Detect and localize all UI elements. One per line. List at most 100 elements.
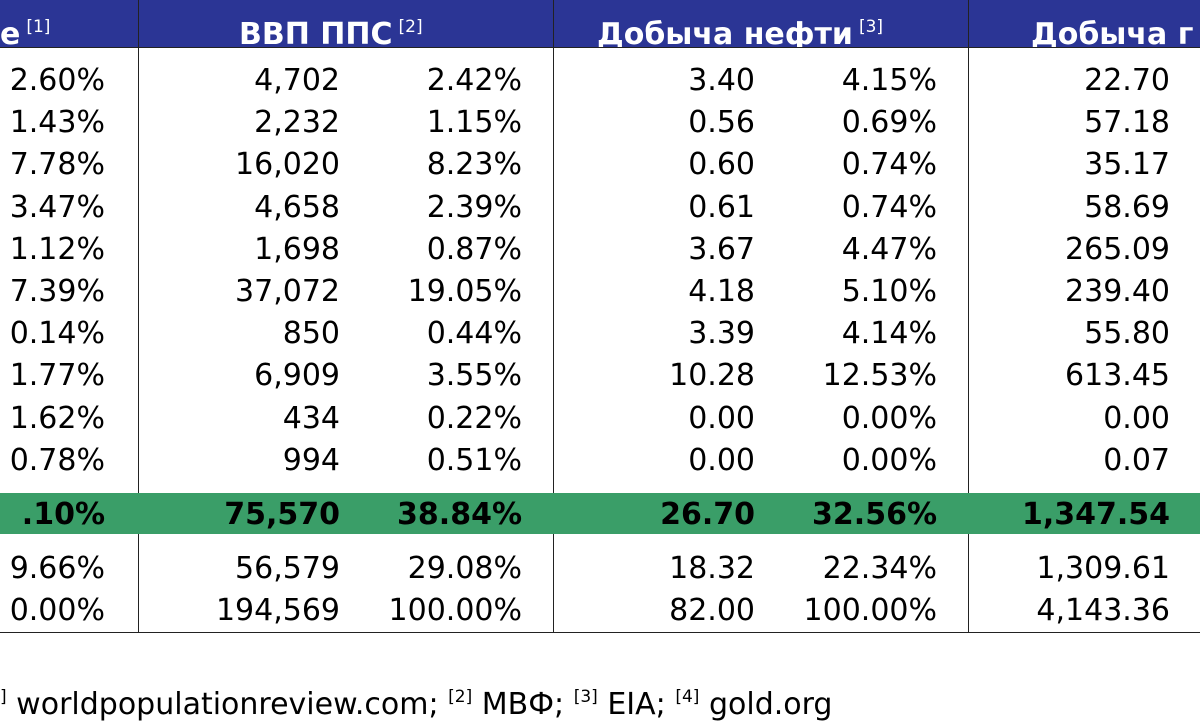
cell-oil-share: 4.47% <box>841 231 937 267</box>
cell-oil-value: 82.00 <box>669 593 755 628</box>
column-divider <box>553 0 554 632</box>
table-row: 0.14% 850 0.44% 3.39 4.14% 55.80 <box>0 313 1200 355</box>
cell-gold-value: 57.18 <box>1084 105 1170 141</box>
table-row: 2.60% 4,702 2.42% 3.40 4.15% 22.70 <box>0 60 1200 102</box>
footnote-ref: ] <box>0 687 7 707</box>
total-cell-gdp-ppp-value: 75,570 <box>224 497 340 532</box>
table-row: 3.47% 4,658 2.39% 0.61 0.74% 58.69 <box>0 187 1200 229</box>
cell-gdp-ppp-share: 2.42% <box>426 63 522 98</box>
footnote-ref: [3] <box>573 687 598 707</box>
cell-oil-share: 0.69% <box>841 105 937 141</box>
table-row: 9.66% 56,579 29.08% 18.32 22.34% 1,309.61 <box>0 548 1200 590</box>
cell-oil-share: 0.74% <box>841 147 937 183</box>
cell-oil-value: 0.00 <box>688 400 755 436</box>
cell-gdp-ppp-share: 3.55% <box>426 358 522 394</box>
cell-gold-value: 58.69 <box>1084 189 1170 225</box>
cell-gdp-ppp-value: 850 <box>282 316 340 352</box>
cell-oil-share: 12.53% <box>822 358 937 394</box>
cell-population-share: 0.14% <box>9 316 105 352</box>
cell-oil-value: 0.00 <box>688 442 755 478</box>
cell-gdp-ppp-share: 0.44% <box>426 316 522 352</box>
cell-gold-value: 265.09 <box>1065 231 1170 267</box>
cell-gdp-ppp-share: 2.39% <box>426 189 522 225</box>
cell-oil-value: 4.18 <box>688 274 755 309</box>
cell-population-share: 3.47% <box>9 189 105 225</box>
cell-oil-value: 3.39 <box>688 316 755 352</box>
cell-population-share: 1.43% <box>9 105 105 141</box>
cell-gdp-ppp-value: 37,072 <box>235 274 340 309</box>
cell-population-share: 7.78% <box>9 147 105 183</box>
cell-gdp-ppp-share: 29.08% <box>407 551 522 586</box>
total-cell-oil-value: 26.70 <box>660 497 755 532</box>
cell-oil-share: 5.10% <box>841 274 937 309</box>
cell-gdp-ppp-value: 6,909 <box>254 358 340 394</box>
cell-population-share: 9.66% <box>9 551 105 586</box>
cell-oil-share: 100.00% <box>803 593 937 628</box>
total-cell-gold-value: 1,347.54 <box>1021 497 1170 532</box>
cell-population-share: 1.62% <box>9 400 105 436</box>
cell-population-share: 1.12% <box>9 231 105 267</box>
cell-oil-value: 0.56 <box>688 105 755 141</box>
cell-gdp-ppp-value: 994 <box>282 442 340 478</box>
footnote-source: gold.org <box>699 687 833 722</box>
cell-oil-value: 18.32 <box>669 551 755 586</box>
cell-oil-value: 0.60 <box>688 147 755 183</box>
cell-gdp-ppp-share: 0.51% <box>426 442 522 478</box>
total-cell-population-share: .10% <box>21 497 105 532</box>
table-bottom-border <box>0 632 1200 633</box>
cell-gold-value: 55.80 <box>1084 316 1170 352</box>
footnote-source: МВФ; <box>472 687 574 722</box>
cell-gold-value: 1,309.61 <box>1036 551 1170 586</box>
cell-oil-share: 22.34% <box>822 551 937 586</box>
cell-gdp-ppp-share: 0.87% <box>426 231 522 267</box>
footnote-ref: [4] <box>675 687 700 707</box>
column-divider <box>138 0 139 632</box>
footnote-source: worldpopulationreview.com; <box>6 687 449 722</box>
footnote-ref: [2] <box>448 687 473 707</box>
total-row: .10% 75,570 38.84% 26.70 32.56% 1,347.54 <box>0 493 1200 534</box>
cell-gold-value: 4,143.36 <box>1036 593 1170 628</box>
header-gdp-ppp: ВВП ППС [2] <box>239 17 423 52</box>
cell-gdp-ppp-value: 194,569 <box>215 593 340 628</box>
header-oil-production: Добыча нефти [3] <box>597 17 884 52</box>
cell-gdp-ppp-share: 1.15% <box>426 105 522 141</box>
cell-gdp-ppp-share: 100.00% <box>388 593 522 628</box>
cell-gdp-ppp-value: 4,702 <box>254 63 340 98</box>
cell-gdp-ppp-value: 4,658 <box>254 189 340 225</box>
table-header: е [1] ВВП ППС [2] Добыча нефти [3] Добыча г <box>0 0 1200 52</box>
cell-oil-share: 0.00% <box>841 442 937 478</box>
cell-population-share: 2.60% <box>9 63 105 98</box>
header-gold-production: Добыча г <box>1031 17 1194 52</box>
table-row: 0.78% 994 0.51% 0.00 0.00% 0.07 <box>0 440 1200 482</box>
cell-gold-value: 613.45 <box>1065 358 1170 394</box>
column-divider <box>968 0 969 632</box>
cell-oil-share: 4.15% <box>841 63 937 98</box>
cell-oil-share: 0.00% <box>841 400 937 436</box>
cell-gdp-ppp-share: 8.23% <box>426 147 522 183</box>
table-row: 1.62% 434 0.22% 0.00 0.00% 0.00 <box>0 398 1200 440</box>
cell-oil-value: 0.61 <box>688 189 755 225</box>
cell-population-share: 0.78% <box>9 442 105 478</box>
cell-oil-share: 0.74% <box>841 189 937 225</box>
cell-gdp-ppp-value: 56,579 <box>235 551 340 586</box>
cell-oil-value: 10.28 <box>669 358 755 394</box>
cell-gdp-ppp-value: 16,020 <box>235 147 340 183</box>
table-row: 1.43% 2,232 1.15% 0.56 0.69% 57.18 <box>0 102 1200 144</box>
cell-population-share: 1.77% <box>9 358 105 394</box>
total-cell-gdp-ppp-share: 38.84% <box>397 497 522 532</box>
cell-oil-value: 3.67 <box>688 231 755 267</box>
table-row: 7.78% 16,020 8.23% 0.60 0.74% 35.17 <box>0 144 1200 186</box>
cell-oil-share: 4.14% <box>841 316 937 352</box>
cell-gold-value: 0.07 <box>1103 442 1170 478</box>
row-divider <box>0 47 1200 48</box>
table-row: 1.77% 6,909 3.55% 10.28 12.53% 613.45 <box>0 355 1200 397</box>
table-row: 7.39% 37,072 19.05% 4.18 5.10% 239.40 <box>0 271 1200 313</box>
cell-gdp-ppp-value: 1,698 <box>254 231 340 267</box>
header-population: е [1] <box>0 17 51 52</box>
cell-gdp-ppp-share: 19.05% <box>407 274 522 309</box>
footnote-source: EIA; <box>597 687 676 722</box>
cell-gdp-ppp-share: 0.22% <box>426 400 522 436</box>
sources-footnote: ] worldpopulationreview.com; [2] МВФ; [3… <box>0 676 1200 726</box>
table-row: 1.12% 1,698 0.87% 3.67 4.47% 265.09 <box>0 229 1200 271</box>
cell-gold-value: 22.70 <box>1084 63 1170 98</box>
